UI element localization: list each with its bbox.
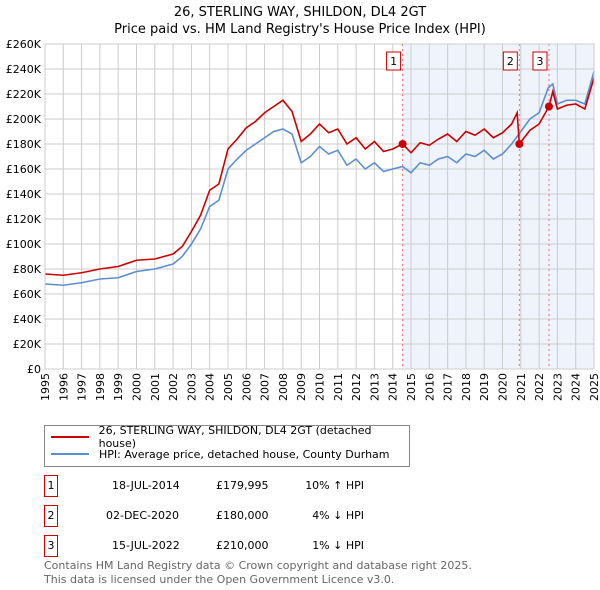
sale-marker-label: 3 xyxy=(44,535,58,557)
x-tick-label: 2015 xyxy=(405,373,418,401)
x-tick-label: 1997 xyxy=(76,373,89,401)
x-tick-label: 2024 xyxy=(570,373,583,401)
y-tick-label: £260K xyxy=(6,38,42,51)
sale-label: 3 xyxy=(536,55,543,68)
x-tick-label: 2019 xyxy=(478,373,491,401)
x-tick-label: 2014 xyxy=(387,373,400,401)
sale-hpi-diff: 4% ↓ HPI xyxy=(312,509,364,522)
x-tick-label: 2006 xyxy=(240,373,253,401)
y-tick-label: £100K xyxy=(6,238,42,251)
x-tick-label: 2023 xyxy=(551,373,564,401)
x-tick-label: 1996 xyxy=(57,373,70,401)
sale-date: 02-DEC-2020 xyxy=(106,509,180,522)
sale-date: 18-JUL-2014 xyxy=(112,479,180,492)
x-tick-label: 2012 xyxy=(350,373,363,401)
sale-label: 2 xyxy=(507,55,514,68)
sale-label-box xyxy=(502,51,518,71)
x-tick-label: 2010 xyxy=(314,373,327,401)
x-tick-label: 2013 xyxy=(368,373,381,401)
sale-price: £180,000 xyxy=(216,509,269,522)
y-tick-label: £40K xyxy=(13,313,42,326)
legend-item-hpi: HPI: Average price, detached house, Coun… xyxy=(51,446,390,462)
y-tick-label: £60K xyxy=(13,288,42,301)
sale-marker-label: 2 xyxy=(44,505,58,527)
legend-swatch-red xyxy=(51,436,89,438)
sale-marker-label: 1 xyxy=(44,475,58,497)
x-tick-label: 2022 xyxy=(533,373,546,401)
chart-subtitle: Price paid vs. HM Land Registry's House … xyxy=(114,22,486,37)
x-tick-label: 2004 xyxy=(204,373,217,401)
legend-label: HPI: Average price, detached house, Coun… xyxy=(99,447,390,461)
x-tick-label: 2017 xyxy=(442,373,455,401)
x-tick-label: 2009 xyxy=(295,373,308,401)
x-tick-label: 2001 xyxy=(149,373,162,401)
y-tick-label: £140K xyxy=(6,188,42,201)
legend-swatch-blue xyxy=(51,453,89,455)
x-tick-label: 1998 xyxy=(94,373,107,401)
plot-border xyxy=(44,43,595,370)
chart-title: 26, STERLING WAY, SHILDON, DL4 2GT xyxy=(173,5,427,20)
plot-area: 1995 1996 1997 1998 1999 2000 2001 2002 2003 2004… xyxy=(6,38,600,401)
sale-hpi-diff: 1% ↓ HPI xyxy=(312,539,364,552)
sale-label-box xyxy=(532,51,548,71)
legend-label: 26, STERLING WAY, SHILDON, DL4 2GT (deta… xyxy=(98,424,372,450)
sale-date: 15-JUL-2022 xyxy=(112,539,180,552)
legend: 26, STERLING WAY, SHILDON, DL4 2GT (deta… xyxy=(44,424,410,467)
footer: Contains HM Land Registry data © Crown c… xyxy=(44,559,472,587)
series-line xyxy=(44,77,595,277)
x-tick-label: 2011 xyxy=(332,373,345,401)
x-tick-label: 2018 xyxy=(460,373,473,401)
y-tick-label: £200K xyxy=(6,113,42,126)
x-tick-label: 2020 xyxy=(497,373,510,401)
y-tick-label: £80K xyxy=(13,263,42,276)
sale-point xyxy=(544,102,553,111)
sale-label-box xyxy=(386,51,402,71)
x-tick-label: 2021 xyxy=(515,373,528,401)
y-tick-label: £180K xyxy=(6,138,42,151)
y-tick-label: £220K xyxy=(6,88,42,101)
x-tick-label: 2007 xyxy=(259,373,272,401)
sale-point xyxy=(515,140,524,148)
shaded-region xyxy=(402,44,594,369)
x-tick-label: 2016 xyxy=(423,373,436,401)
footer-line: Contains HM Land Registry data © Crown c… xyxy=(44,559,472,572)
sale-label: 1 xyxy=(390,55,397,68)
sale-point xyxy=(398,140,407,149)
x-tick-label: 2025 xyxy=(588,373,600,401)
x-tick-label: 2003 xyxy=(185,373,198,401)
y-tick-label: £160K xyxy=(6,163,42,176)
sale-price: £179,995 xyxy=(216,479,269,492)
y-tick-label: £20K xyxy=(13,338,42,351)
sale-hpi-diff: 10% ↑ HPI xyxy=(305,479,364,492)
footer-line: This data is licensed under the Open Gov… xyxy=(44,573,395,586)
x-tick-label: 2005 xyxy=(222,373,235,401)
sale-price: £210,000 xyxy=(216,539,269,552)
x-tick-label: 1999 xyxy=(112,373,125,401)
legend-item-property: 26, STERLING WAY, SHILDON, DL4 2GT (deta… xyxy=(51,424,409,450)
y-tick-label: £0 xyxy=(27,363,41,376)
x-tick-label: 2000 xyxy=(131,373,144,401)
x-tick-label: 1995 xyxy=(39,373,52,401)
x-tick-label: 2002 xyxy=(167,373,180,401)
series-line xyxy=(44,71,595,287)
y-tick-label: £240K xyxy=(6,63,42,76)
y-tick-label: £120K xyxy=(6,213,42,226)
x-tick-label: 2008 xyxy=(277,373,290,401)
